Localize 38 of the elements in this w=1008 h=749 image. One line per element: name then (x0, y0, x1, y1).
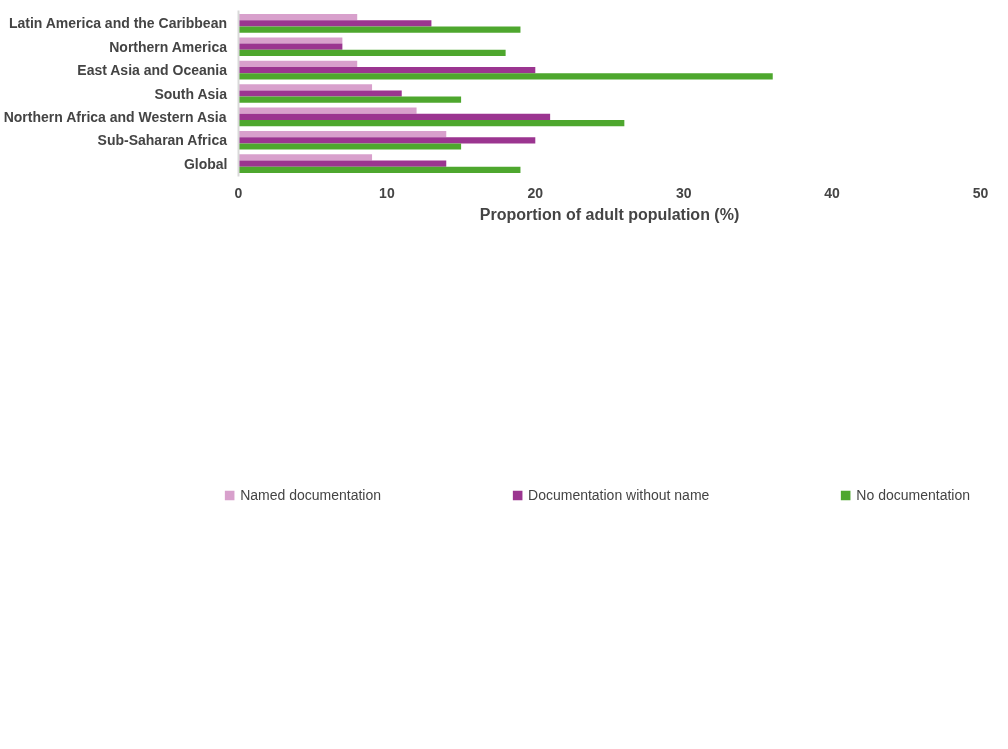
bar (238, 160, 447, 167)
bar (238, 166, 521, 173)
x-tick-label: 40 (824, 184, 841, 201)
y-tick-label: Global (183, 155, 228, 172)
bar (238, 130, 447, 138)
bar (238, 49, 506, 57)
x-tick-label: 10 (379, 184, 395, 201)
x-axis-title: Proportion of adult population (%) (479, 205, 740, 223)
y-tick-label: East Asia and Oceania (77, 62, 228, 79)
bar (238, 26, 521, 33)
bar (238, 20, 432, 27)
x-tick-label: 20 (527, 184, 544, 201)
bar (238, 113, 551, 120)
bar (238, 43, 343, 50)
bar (238, 67, 536, 74)
y-tick-label: Latin America and the Caribbean (8, 15, 227, 32)
bar (238, 120, 625, 127)
bar (238, 143, 462, 150)
bar (238, 37, 343, 44)
x-tick-label: 50 (972, 184, 989, 201)
bar (238, 107, 417, 114)
bar (238, 73, 773, 80)
bar (238, 84, 373, 91)
x-tick-label: 30 (675, 184, 692, 201)
legend-label: No documentation (856, 487, 970, 503)
x-tick-label: 0 (234, 184, 243, 201)
bar (238, 137, 536, 144)
y-tick-label: Northern America (109, 38, 228, 55)
y-tick-label: Northern Africa and Western Asia (3, 108, 227, 125)
legend-label: Documentation without name (528, 487, 710, 503)
legend-label: Named documentation (240, 487, 382, 503)
bar (238, 14, 358, 21)
bar (238, 90, 402, 97)
y-tick-label: South Asia (154, 85, 228, 102)
bar (238, 60, 358, 67)
bar (238, 154, 373, 161)
y-tick-label: Sub-Saharan Africa (97, 132, 228, 149)
bar (238, 96, 462, 103)
